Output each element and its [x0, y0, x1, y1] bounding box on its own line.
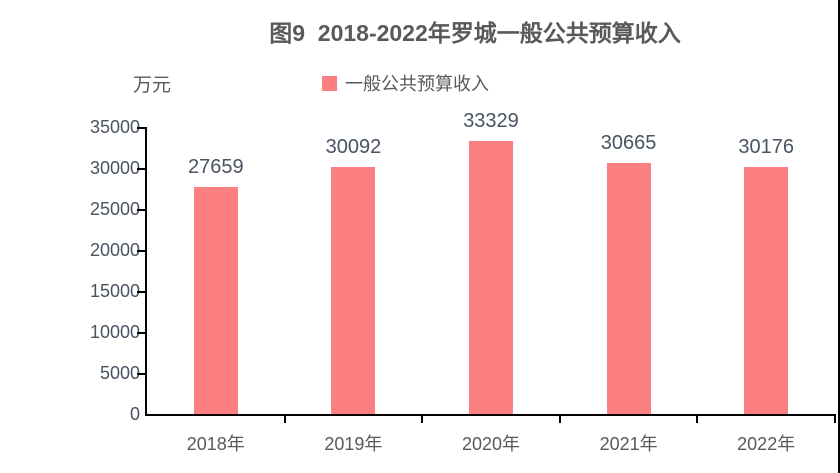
y-axis-tick-label: 10000: [89, 322, 140, 342]
bar: [331, 167, 376, 414]
x-axis-tick-label: 2022年: [737, 434, 796, 454]
y-axis-tick: [137, 291, 145, 293]
y-axis-tick: [137, 209, 145, 211]
x-axis-tick-label: 2020年: [461, 434, 521, 454]
bar-value-label: 30092: [325, 136, 382, 159]
y-axis-tick: [137, 373, 145, 375]
y-axis-tick-label: 30000: [89, 158, 140, 178]
x-axis-tick: [558, 414, 561, 423]
bar: [744, 166, 789, 414]
y-axis-tick-label: 20000: [89, 240, 140, 260]
image-right-border: [838, 0, 840, 473]
y-axis-tick-label: 0: [129, 404, 140, 424]
y-axis-tick-label: 5000: [99, 363, 140, 383]
y-axis-tick: [137, 332, 145, 334]
x-axis-tick-label: 2018年: [186, 434, 245, 454]
chart-title: 图9 2018-2022年罗城一般公共预算收入: [269, 20, 681, 46]
y-axis-unit-label: 万元: [133, 75, 172, 96]
y-axis-labels: 0 5000 10000 15000 20000 25000 30000 35000: [0, 117, 140, 424]
bar-value-label: 30176: [738, 135, 794, 158]
legend: 一般公共预算收入: [322, 70, 489, 96]
y-axis-tick: [137, 250, 145, 252]
y-axis-tick-label: 15000: [89, 281, 140, 301]
y-axis-tick-label: 25000: [89, 199, 140, 219]
bar: [606, 162, 651, 414]
x-axis-tick: [283, 414, 286, 423]
legend-label: 一般公共预算收入: [345, 74, 489, 94]
y-axis-tick-label: 35000: [89, 117, 140, 137]
bar-value-label: 27659: [187, 156, 244, 179]
x-axis-tick-label: 2019年: [324, 434, 383, 454]
x-axis-tick: [696, 414, 699, 423]
bar-value-label: 33329: [463, 109, 519, 132]
y-axis-tick: [137, 127, 145, 129]
y-axis-tick: [137, 168, 145, 170]
bar: [469, 140, 513, 414]
x-axis-tick-label: 2021年: [599, 434, 658, 454]
x-axis-tick: [421, 414, 424, 423]
bar-value-label: 30665: [600, 131, 657, 154]
legend-swatch-icon: [322, 75, 337, 91]
bar: [193, 187, 238, 414]
x-axis-tick: [834, 414, 836, 423]
plot-area: 27659 2018年 30092 2019年 33329 2020年 30665 2021年…: [137, 110, 836, 454]
